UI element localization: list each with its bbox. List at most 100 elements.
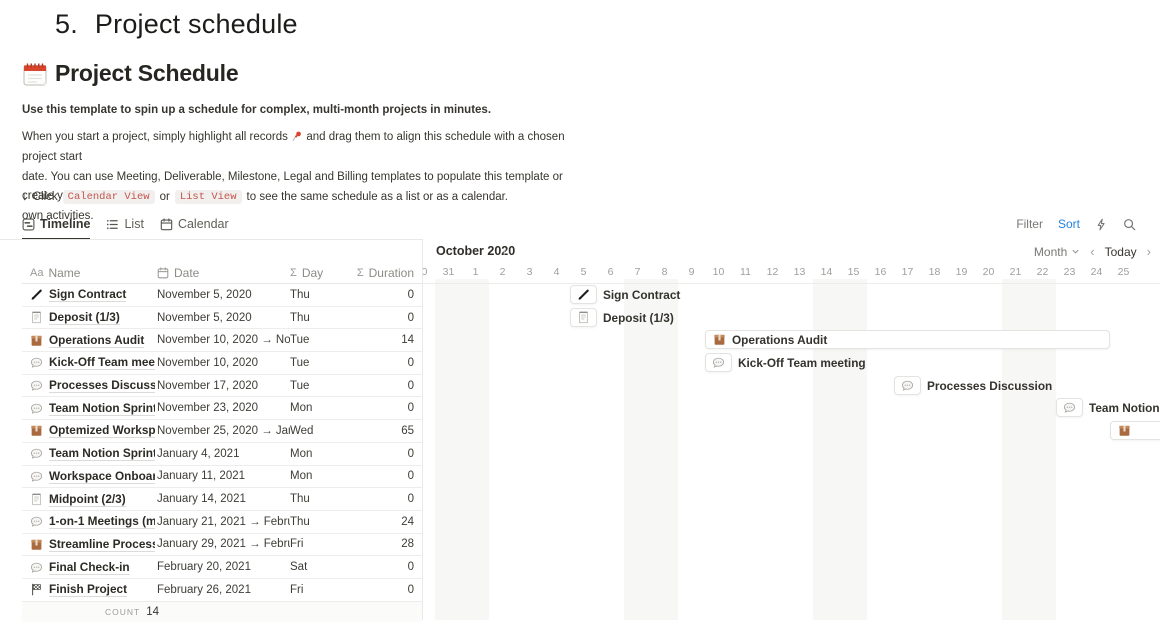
timeline-row xyxy=(423,488,1160,511)
box-icon xyxy=(30,424,43,437)
timeline-row: Deposit (1/3) xyxy=(423,307,1160,330)
day-number: 7 xyxy=(634,266,641,278)
timeline-row xyxy=(423,511,1160,534)
filter-button[interactable]: Filter xyxy=(1016,217,1043,231)
day-number: 17 xyxy=(901,266,914,278)
today-button[interactable]: Today xyxy=(1104,244,1137,259)
lightning-icon[interactable] xyxy=(1095,218,1108,231)
timeline-row: Kick-Off Team meeting xyxy=(423,352,1160,375)
day-number: 21 xyxy=(1009,266,1022,278)
row-name-link[interactable]: Kick-Off Team meeting xyxy=(49,355,155,371)
table-row[interactable]: Finish Project February 26, 2021 Fri 0 xyxy=(22,579,422,602)
zoom-select[interactable]: Month xyxy=(1034,245,1080,259)
name-cell: Sign Contract xyxy=(22,287,155,303)
row-name-link[interactable]: Team Notion Sprint xyxy=(49,400,155,416)
table-row[interactable]: Team Notion Sprint January 4, 2021 Mon 0 xyxy=(22,443,422,466)
table-row[interactable]: Workspace OnboardingJanuary 11, 2021 Mon 0 xyxy=(22,466,422,489)
row-name-link[interactable]: Team Notion Sprint xyxy=(49,446,155,462)
timeline-item-bar[interactable] xyxy=(1110,421,1160,441)
timeline-item-label: Team Notion Sprint xyxy=(1089,401,1160,416)
receipt-icon xyxy=(30,311,43,324)
column-header-day[interactable]: Σ Day xyxy=(290,266,342,280)
day-number: 9 xyxy=(688,266,695,278)
timeline-item-bar[interactable]: Operations Audit xyxy=(705,330,1110,350)
tab-calendar[interactable]: Calendar xyxy=(160,215,229,239)
column-header-duration[interactable]: Σ Duration xyxy=(342,266,422,280)
text-type-icon: Aa xyxy=(30,266,44,279)
bubble-icon xyxy=(30,379,43,392)
timeline-nav: Month ‹ Today › xyxy=(1034,244,1151,259)
next-month-button[interactable]: › xyxy=(1146,244,1151,259)
date-cell: January 4, 2021 xyxy=(157,447,240,460)
row-name-link[interactable]: Final Check-in xyxy=(49,559,130,575)
timeline-item-card[interactable] xyxy=(570,285,597,304)
date-cell: January 11, 2021 xyxy=(157,470,246,483)
day-number: 23 xyxy=(1063,266,1076,278)
table-row[interactable]: Final Check-in February 20, 2021 Sat 0 xyxy=(22,556,422,579)
pushpin-icon xyxy=(291,130,303,142)
table-row[interactable]: Processes DiscussionNovember 17, 2020 Tue… xyxy=(22,375,422,398)
tip-text-before: Click xyxy=(32,191,58,203)
row-name-link[interactable]: Streamline Processes xyxy=(49,537,155,552)
calendar-view-link[interactable]: Calendar View xyxy=(62,190,155,204)
row-name-link[interactable]: Workspace Onboarding xyxy=(49,469,155,484)
calendar-icon xyxy=(160,217,173,231)
bubble-icon xyxy=(1063,401,1076,414)
row-name-link[interactable]: Optemized Workspace xyxy=(49,423,155,439)
timeline-item-label: Processes Discussion xyxy=(927,378,1053,393)
timeline-row xyxy=(423,556,1160,579)
day-number: 5 xyxy=(580,266,587,278)
duration-cell: 0 xyxy=(407,561,414,574)
tab-list[interactable]: List xyxy=(106,215,144,239)
date-cell: February 26, 2021 xyxy=(157,583,251,596)
timeline-row xyxy=(423,443,1160,466)
row-name-link[interactable]: Sign Contract xyxy=(49,287,127,303)
receipt-icon xyxy=(30,493,43,506)
name-cell: Workspace Onboarding xyxy=(22,469,155,484)
row-name-link[interactable]: Processes Discussion xyxy=(49,378,155,394)
table-row[interactable]: Streamline ProcessesJanuary 29, 2021 → F… xyxy=(22,534,422,557)
day-cell: Thu xyxy=(290,493,310,506)
table-row[interactable]: Optemized WorkspaceNovember 25, 2020 → J… xyxy=(22,420,422,443)
bubble-icon xyxy=(30,470,43,483)
duration-cell: 0 xyxy=(407,493,414,506)
table-row[interactable]: Team Notion Sprint November 23, 2020 Mon 0 xyxy=(22,397,422,421)
column-header-date[interactable]: Date xyxy=(155,266,290,280)
timeline-item-card[interactable] xyxy=(570,307,597,327)
duration-cell: 0 xyxy=(407,311,414,324)
table-row[interactable]: Sign Contract November 5, 2020 Thu 0 xyxy=(22,284,422,307)
date-cell: January 14, 2021 xyxy=(157,493,246,506)
day-number: 24 xyxy=(1090,266,1103,278)
row-name-link[interactable]: Deposit (1/3) xyxy=(49,310,120,326)
row-name-link[interactable]: Finish Project xyxy=(49,582,128,598)
bubble-icon xyxy=(30,356,43,369)
name-cell: 1-on-1 Meetings (multiple) xyxy=(22,514,155,530)
date-cell: January 21, 2021 → February 14, 2021 xyxy=(157,515,290,528)
timeline-panel: October 2020 r Month ‹ Today › 303112345… xyxy=(422,239,1160,620)
table-row[interactable]: Deposit (1/3) November 5, 2020 Thu 0 xyxy=(22,307,422,330)
timeline-item-card[interactable] xyxy=(705,353,732,373)
timeline-item-card[interactable] xyxy=(1056,398,1083,418)
day-cell: Fri xyxy=(290,583,304,596)
table-row[interactable]: Operations Audit November 10, 2020 → Nove… xyxy=(22,329,422,353)
duration-cell: 0 xyxy=(407,288,414,301)
timeline-item-card[interactable] xyxy=(894,375,921,395)
row-name-link[interactable]: Operations Audit xyxy=(49,332,145,348)
chevron-down-icon xyxy=(1071,247,1080,256)
duration-cell: 0 xyxy=(407,470,414,483)
table-row[interactable]: 1-on-1 Meetings (multiple)January 21, 20… xyxy=(22,511,422,534)
tab-label: Timeline xyxy=(40,217,91,231)
count-label[interactable]: COUNT xyxy=(105,606,141,617)
row-name-link[interactable]: Midpoint (2/3) xyxy=(49,491,126,507)
row-name-link[interactable]: 1-on-1 Meetings (multiple) xyxy=(49,514,155,530)
table-row[interactable]: Kick-Off Team meetingNovember 10, 2020 Tu… xyxy=(22,352,422,375)
tab-timeline[interactable]: Timeline xyxy=(22,215,91,239)
prev-month-button[interactable]: ‹ xyxy=(1090,244,1095,259)
sort-button[interactable]: Sort xyxy=(1057,217,1080,231)
search-icon[interactable] xyxy=(1123,218,1136,231)
column-header-name[interactable]: Aa Name xyxy=(22,266,155,280)
date-cell: November 10, 2020 → November 24, 2020 xyxy=(157,334,290,347)
table-row[interactable]: Midpoint (2/3) January 14, 2021 Thu 0 xyxy=(22,488,422,511)
list-view-link[interactable]: List View xyxy=(174,190,242,204)
tab-label: List xyxy=(124,217,144,231)
